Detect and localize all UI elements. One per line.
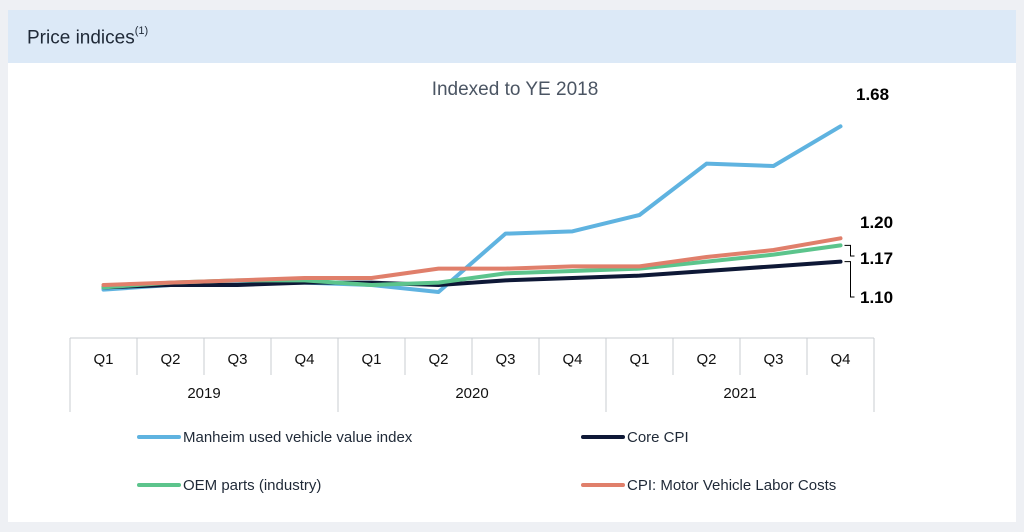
end-value-label: 1.68 bbox=[856, 85, 889, 104]
leader-line bbox=[844, 244, 855, 257]
legend-label: Core CPI bbox=[627, 429, 689, 446]
end-value-label: 1.17 bbox=[860, 249, 893, 268]
x-year-label: 2019 bbox=[187, 385, 220, 402]
series-line bbox=[101, 259, 843, 290]
legend: Manheim used vehicle value index Core CPI… bbox=[137, 429, 836, 494]
x-tick-label: Q1 bbox=[629, 351, 649, 368]
card-title-footnote: (1) bbox=[134, 25, 149, 37]
x-year-label: 2020 bbox=[455, 385, 488, 402]
x-tick-label: Q3 bbox=[495, 351, 515, 368]
x-tick-label: Q2 bbox=[696, 351, 716, 368]
chart-card: Price indices(1) Indexed to YE 2018 Q1 Q2… bbox=[8, 10, 1016, 522]
x-tick-label: Q2 bbox=[160, 351, 180, 368]
end-value-label: 1.20 bbox=[860, 213, 893, 232]
series-lines bbox=[101, 124, 843, 294]
legend-label: OEM parts (industry) bbox=[183, 477, 321, 494]
x-tick-label: Q4 bbox=[562, 351, 582, 368]
x-tick-label: Q3 bbox=[227, 351, 247, 368]
x-tick-label: Q1 bbox=[93, 351, 113, 368]
chart-title: Indexed to YE 2018 bbox=[432, 79, 599, 100]
legend-label: Manheim used vehicle value index bbox=[183, 429, 413, 446]
x-tick-label: Q3 bbox=[763, 351, 783, 368]
leader-line bbox=[844, 261, 855, 298]
end-value-label: 1.10 bbox=[860, 288, 893, 307]
end-labels: 1.68 1.20 1.17 1.10 bbox=[844, 85, 893, 307]
line-chart: Indexed to YE 2018 Q1 Q2 Q3 Q4 Q1 Q2 Q3 Q4 Q1 Q2 Q… bbox=[69, 79, 893, 494]
x-tick-label: Q2 bbox=[428, 351, 448, 368]
legend-label: CPI: Motor Vehicle Labor Costs bbox=[627, 477, 836, 494]
card-header: Price indices(1) bbox=[8, 10, 1016, 63]
axis-category-table: Q1 Q2 Q3 Q4 Q1 Q2 Q3 Q4 Q1 Q2 Q3 Q4 2019 2020 2021 bbox=[69, 337, 875, 412]
card-title: Price indices(1) bbox=[27, 25, 149, 49]
series-line bbox=[101, 236, 843, 287]
x-tick-label: Q4 bbox=[294, 351, 314, 368]
x-tick-label: Q1 bbox=[361, 351, 381, 368]
x-year-label: 2021 bbox=[723, 385, 756, 402]
x-tick-label: Q4 bbox=[830, 351, 850, 368]
